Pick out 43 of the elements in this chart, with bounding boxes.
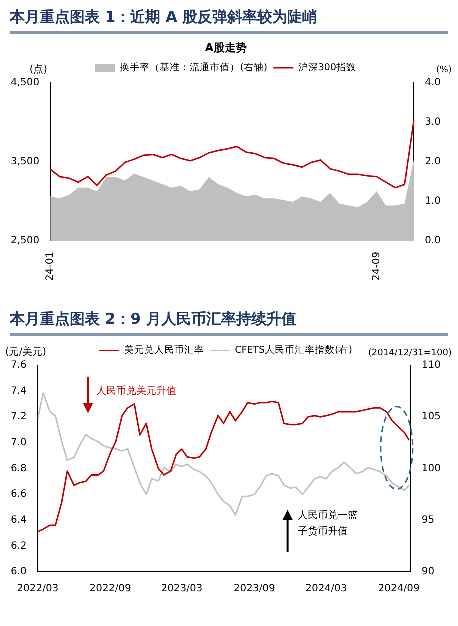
legend-label: 美元兑人民币汇率 <box>124 344 204 356</box>
y-tick-label: 4,500 <box>10 77 40 88</box>
annotation: 人民币兑一篮子货币升值 <box>298 510 358 538</box>
legend-label: 沪深300指数 <box>298 61 357 74</box>
y-axis-title: (点) <box>30 63 48 76</box>
y-tick-label: 6.4 <box>10 514 27 526</box>
y2-tick-label: 3.0 <box>425 116 442 128</box>
legend-label: CFETS人民币汇率指数(右) <box>235 344 352 356</box>
x-tick-label: 2022/03 <box>17 584 59 595</box>
y-tick-label: 6.6 <box>10 489 27 500</box>
y-tick-label: 6.2 <box>10 540 27 552</box>
y2-tick-label: 0.0 <box>425 236 442 247</box>
x-tick-label: 24-09 <box>371 252 382 282</box>
y2-tick-label: 1.0 <box>425 196 442 207</box>
y-tick-label: 7.0 <box>10 438 27 449</box>
y2-tick-label: 2.0 <box>425 156 442 168</box>
chart-subtitle: A股走势 <box>205 41 247 54</box>
y2-tick-label: 95 <box>422 514 435 526</box>
y2-tick-label: 110 <box>422 360 442 372</box>
x-tick-label: 2024/03 <box>306 584 348 595</box>
y-tick-label: 6.8 <box>10 463 27 474</box>
y-tick-label: 7.2 <box>10 412 27 423</box>
x-tick-label: 2023/09 <box>234 584 276 595</box>
y2-tick-label: 90 <box>422 566 435 578</box>
x-tick-label: 2023/03 <box>161 584 203 595</box>
chart-title: 本月重点图表 2：9 月人民币汇率持续升值 <box>8 309 298 330</box>
y-tick-label: 2,500 <box>10 236 40 247</box>
annotation: 人民币兑美元升值 <box>96 385 176 398</box>
y-tick-label: 7.4 <box>10 386 27 397</box>
y-axis-title: (元/美元) <box>5 346 47 358</box>
legend-label: 换手率（基准：流通市值）(右轴) <box>120 61 268 74</box>
chart-title: 本月重点图表 1：近期 A 股反弹斜率较为陡峭 <box>8 7 319 28</box>
y2-tick-label: 4.0 <box>425 77 442 88</box>
y-tick-label: 7.6 <box>10 360 27 372</box>
x-tick-label: 2022/09 <box>90 584 132 595</box>
x-tick-label: 2024/09 <box>378 584 420 595</box>
y2-tick-label: 105 <box>422 412 442 423</box>
y2-tick-label: 100 <box>422 463 442 474</box>
y-tick-label: 6.0 <box>10 566 27 578</box>
y-tick-label: 3,500 <box>10 156 40 168</box>
y2-axis-title: (%) <box>436 66 452 76</box>
y2-axis-title: (2014/12/31=100) <box>368 348 452 358</box>
x-tick-label: 24-01 <box>45 252 56 282</box>
